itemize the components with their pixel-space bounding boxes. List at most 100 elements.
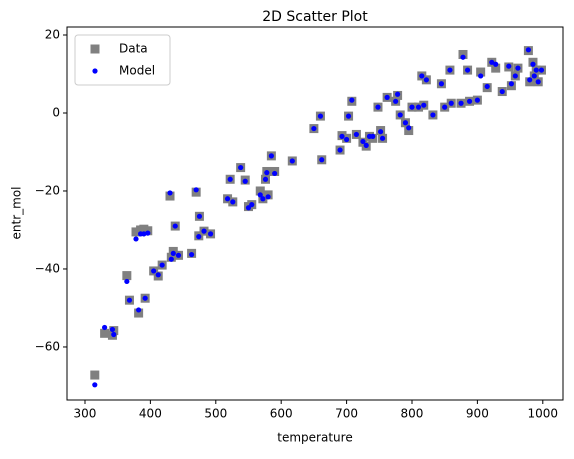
model-point (175, 252, 182, 258)
model-point (533, 67, 539, 73)
model-point (499, 88, 505, 95)
model-point (337, 147, 343, 153)
model-point (268, 153, 274, 159)
model-point (133, 236, 139, 242)
model-point (151, 268, 157, 274)
model-point (527, 77, 533, 83)
model-point (349, 97, 355, 103)
model-point (92, 382, 98, 388)
model-point (415, 104, 422, 110)
model-point (489, 59, 495, 65)
model-point (311, 125, 317, 132)
model-point (406, 125, 412, 131)
model-point (402, 120, 409, 126)
legend-label: Model (119, 64, 155, 78)
model-point (423, 77, 429, 83)
model-point (319, 157, 325, 163)
model-point (289, 158, 295, 164)
model-point (360, 138, 366, 145)
model-point (466, 98, 473, 104)
y-axis-label: entr_mol (10, 187, 24, 240)
x-tick-label: 600 (270, 407, 293, 421)
model-point (493, 61, 499, 67)
model-point (442, 104, 448, 110)
model-point (370, 133, 376, 139)
model-point (474, 97, 480, 103)
model-point (530, 61, 536, 67)
model-point (168, 256, 174, 262)
model-point (535, 79, 541, 85)
model-point (478, 73, 484, 79)
data-point (122, 271, 132, 281)
data-point (458, 49, 468, 59)
y-tick-label: −20 (35, 183, 60, 197)
x-tick-label: 300 (74, 407, 97, 421)
model-point (393, 98, 399, 104)
model-point (531, 73, 537, 79)
model-point (419, 73, 425, 79)
model-point (538, 67, 545, 73)
model-point (224, 196, 231, 202)
model-point (172, 223, 178, 229)
model-point (196, 213, 203, 219)
model-point (238, 164, 244, 171)
model-point (345, 113, 352, 119)
model-point (142, 295, 148, 301)
model-point (447, 67, 453, 73)
x-tick-label: 900 (466, 407, 489, 421)
x-tick-label: 500 (204, 407, 227, 421)
data-point (491, 63, 501, 73)
model-point (265, 194, 271, 200)
model-point (193, 187, 199, 193)
data-point (255, 186, 265, 196)
model-point (339, 133, 345, 139)
model-point (506, 63, 512, 69)
model-point (159, 262, 165, 268)
y-tick-label: −60 (35, 339, 60, 353)
model-point (508, 81, 514, 87)
model-point (257, 192, 263, 198)
data-point (476, 67, 486, 77)
model-point (136, 307, 142, 313)
y-tick-label: −40 (35, 261, 60, 275)
model-point (201, 228, 207, 234)
plot-frame (66, 26, 564, 401)
model-point (227, 176, 233, 182)
model-point (379, 135, 386, 141)
model-point (515, 65, 521, 71)
model-point (317, 113, 324, 119)
model-point (102, 324, 108, 331)
model-point (458, 100, 464, 106)
model-point (460, 54, 466, 60)
model-point (145, 230, 151, 236)
model-point (464, 67, 471, 73)
model-point (124, 278, 130, 285)
model-point (170, 250, 176, 256)
legend-marker (92, 68, 98, 74)
legend-label: Data (119, 42, 148, 56)
model-point (409, 104, 415, 110)
model-point (377, 129, 384, 135)
model-point (484, 83, 490, 90)
model-point (421, 102, 427, 108)
x-tick-label: 700 (335, 407, 358, 421)
model-point (375, 104, 381, 110)
y-tick-label: 20 (45, 27, 60, 41)
x-axis-label: temperature (277, 431, 352, 445)
model-point (272, 170, 278, 177)
model-point (430, 112, 436, 118)
data-point (90, 370, 100, 380)
model-point (245, 205, 252, 211)
model-point (242, 178, 248, 184)
legend-marker (90, 44, 100, 54)
x-tick-label: 1000 (528, 407, 559, 421)
model-point (438, 81, 445, 87)
model-point (395, 91, 401, 97)
model-point (188, 251, 195, 258)
model-point (230, 199, 236, 205)
model-point (141, 231, 147, 237)
model-point (264, 170, 270, 176)
model-point (207, 231, 214, 237)
data-point (100, 328, 110, 338)
